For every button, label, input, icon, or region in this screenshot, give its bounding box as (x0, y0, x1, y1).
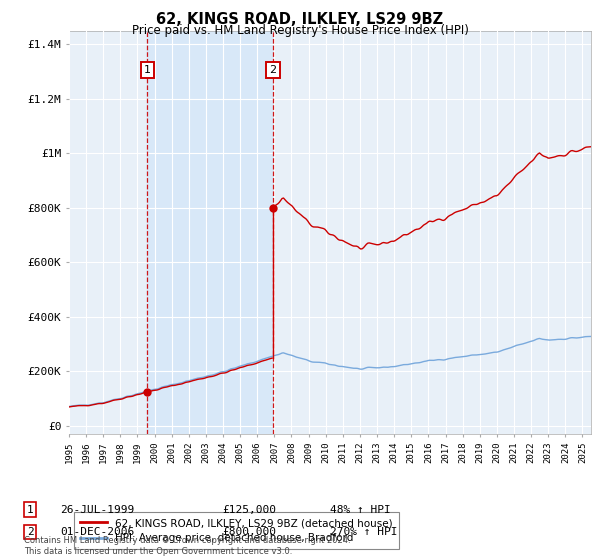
Text: 1: 1 (26, 505, 34, 515)
Text: 62, KINGS ROAD, ILKLEY, LS29 9BZ: 62, KINGS ROAD, ILKLEY, LS29 9BZ (157, 12, 443, 27)
Text: £125,000: £125,000 (222, 505, 276, 515)
Legend: 62, KINGS ROAD, ILKLEY, LS29 9BZ (detached house), HPI: Average price, detached : 62, KINGS ROAD, ILKLEY, LS29 9BZ (detach… (74, 512, 399, 549)
Text: 2: 2 (26, 527, 34, 537)
Text: 270% ↑ HPI: 270% ↑ HPI (330, 527, 398, 537)
Text: £800,000: £800,000 (222, 527, 276, 537)
Text: 26-JUL-1999: 26-JUL-1999 (60, 505, 134, 515)
Bar (148, 31, 273, 434)
Text: 2: 2 (269, 66, 277, 75)
Text: Price paid vs. HM Land Registry's House Price Index (HPI): Price paid vs. HM Land Registry's House … (131, 24, 469, 36)
Text: 1: 1 (144, 66, 151, 75)
Text: Contains HM Land Registry data © Crown copyright and database right 2024.
This d: Contains HM Land Registry data © Crown c… (24, 536, 350, 556)
Text: 01-DEC-2006: 01-DEC-2006 (60, 527, 134, 537)
Text: 48% ↑ HPI: 48% ↑ HPI (330, 505, 391, 515)
